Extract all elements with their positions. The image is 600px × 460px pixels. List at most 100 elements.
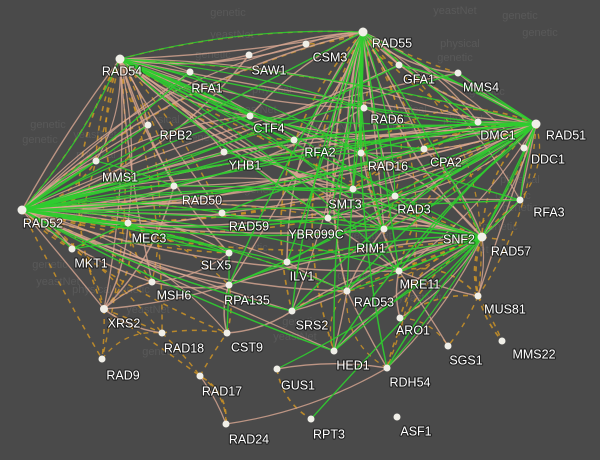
node-label-csm3: CSM3 xyxy=(313,50,348,64)
edge-physical xyxy=(21,31,364,211)
node-xrs2[interactable] xyxy=(100,305,108,313)
node-rpt3[interactable] xyxy=(307,415,315,423)
node-rad18[interactable] xyxy=(158,329,166,337)
node-slx5[interactable] xyxy=(225,249,233,257)
node-mec3[interactable] xyxy=(124,219,132,227)
node-label-ctf4: CTF4 xyxy=(253,121,284,135)
edge-physical xyxy=(119,43,307,65)
edge-genetic xyxy=(286,123,537,263)
edge-yeastnet xyxy=(345,290,388,369)
node-smt3[interactable] xyxy=(349,185,357,193)
node-rad3[interactable] xyxy=(391,192,399,200)
node-mms1[interactable] xyxy=(92,157,100,165)
node-ctf4[interactable] xyxy=(246,112,254,120)
background-watermark: genetic xyxy=(502,202,538,214)
edge-yeastnet xyxy=(21,160,97,211)
node-rad9[interactable] xyxy=(98,355,106,363)
node-layer[interactable] xyxy=(17,27,541,428)
node-sgs1[interactable] xyxy=(444,342,452,350)
node-cst9[interactable] xyxy=(223,329,231,337)
node-rpa135[interactable] xyxy=(225,281,233,289)
node-rim1[interactable] xyxy=(380,225,388,233)
edge-yeastnet xyxy=(199,375,227,425)
edge-physical xyxy=(276,362,388,370)
node-mms22[interactable] xyxy=(498,337,506,345)
node-rad52[interactable] xyxy=(17,205,27,215)
node-rad17[interactable] xyxy=(196,372,204,380)
node-mms4[interactable] xyxy=(454,69,462,77)
node-label-snf2: SNF2 xyxy=(443,232,475,246)
node-saw1[interactable] xyxy=(245,51,253,59)
node-yhb1[interactable] xyxy=(220,148,228,156)
node-cpa2[interactable] xyxy=(420,145,428,153)
edge-physical xyxy=(21,58,121,211)
edge-genetic xyxy=(457,72,537,125)
node-snf2[interactable] xyxy=(477,232,487,242)
node-label-rdh54: RDH54 xyxy=(390,375,431,389)
edge-yeastnet xyxy=(103,308,163,334)
background-watermark: genetic xyxy=(185,132,221,144)
edge-genetic xyxy=(21,209,335,352)
node-srs2[interactable] xyxy=(288,307,296,315)
edge-genetic xyxy=(362,31,537,125)
edge-genetic xyxy=(21,152,362,211)
node-csm3[interactable] xyxy=(302,40,310,48)
edge-physical xyxy=(477,123,537,297)
node-mus81[interactable] xyxy=(474,292,482,300)
node-rad55[interactable] xyxy=(358,27,368,37)
edge-yeastnet xyxy=(447,295,479,347)
node-mre11[interactable] xyxy=(395,267,403,275)
node-rad16[interactable] xyxy=(357,149,365,157)
node-gfa1[interactable] xyxy=(395,61,403,69)
edge-physical xyxy=(291,290,348,312)
edge-yeastnet xyxy=(71,58,121,250)
edge-yeastnet xyxy=(101,308,105,360)
node-rad53[interactable] xyxy=(343,287,351,295)
node-ybr099c[interactable] xyxy=(324,214,332,222)
node-rad59[interactable] xyxy=(218,209,226,217)
node-label-asf1: ASF1 xyxy=(400,424,431,438)
edge-physical xyxy=(119,31,364,60)
edge-yeastnet xyxy=(477,295,503,342)
background-watermark: genetic xyxy=(386,121,422,133)
node-hed1[interactable] xyxy=(330,347,338,355)
node-rad6[interactable] xyxy=(360,104,368,112)
node-ddc1[interactable] xyxy=(520,144,528,152)
node-gus1[interactable] xyxy=(273,365,281,373)
node-rad51[interactable] xyxy=(531,119,541,129)
edge-genetic xyxy=(21,58,121,211)
node-dmc1[interactable] xyxy=(474,118,482,126)
node-rad50[interactable] xyxy=(170,182,178,190)
edge-yeastnet xyxy=(161,329,228,334)
node-label-rad57: RAD57 xyxy=(491,244,531,258)
edge-genetic xyxy=(228,236,483,286)
edge-physical xyxy=(333,236,483,352)
edge-genetic xyxy=(21,121,479,211)
node-label-smt3: SMT3 xyxy=(328,197,361,211)
node-rfa3[interactable] xyxy=(516,196,524,204)
node-rad24[interactable] xyxy=(222,420,230,428)
node-aro1[interactable] xyxy=(396,314,404,322)
edge-physical xyxy=(21,209,105,310)
node-msh6[interactable] xyxy=(148,278,156,286)
edge-physical xyxy=(103,308,163,334)
edge-yeastnet xyxy=(119,58,223,214)
node-mkt1[interactable] xyxy=(68,245,76,253)
edge-physical xyxy=(199,375,227,425)
edge-physical xyxy=(333,290,348,352)
node-asf1[interactable] xyxy=(393,413,401,421)
node-label-rad6: RAD6 xyxy=(370,112,403,126)
node-rdh54[interactable] xyxy=(383,364,391,372)
node-rpb2[interactable] xyxy=(144,121,152,129)
edge-physical xyxy=(226,310,293,334)
edge-genetic xyxy=(346,236,483,292)
edge-physical xyxy=(398,270,479,297)
edge-genetic xyxy=(127,222,230,254)
node-rfa1[interactable] xyxy=(186,68,194,76)
node-rad54[interactable] xyxy=(115,54,125,64)
node-label-rad24: RAD24 xyxy=(229,432,269,446)
node-ilv1[interactable] xyxy=(283,258,291,266)
node-rfa2[interactable] xyxy=(290,136,298,144)
